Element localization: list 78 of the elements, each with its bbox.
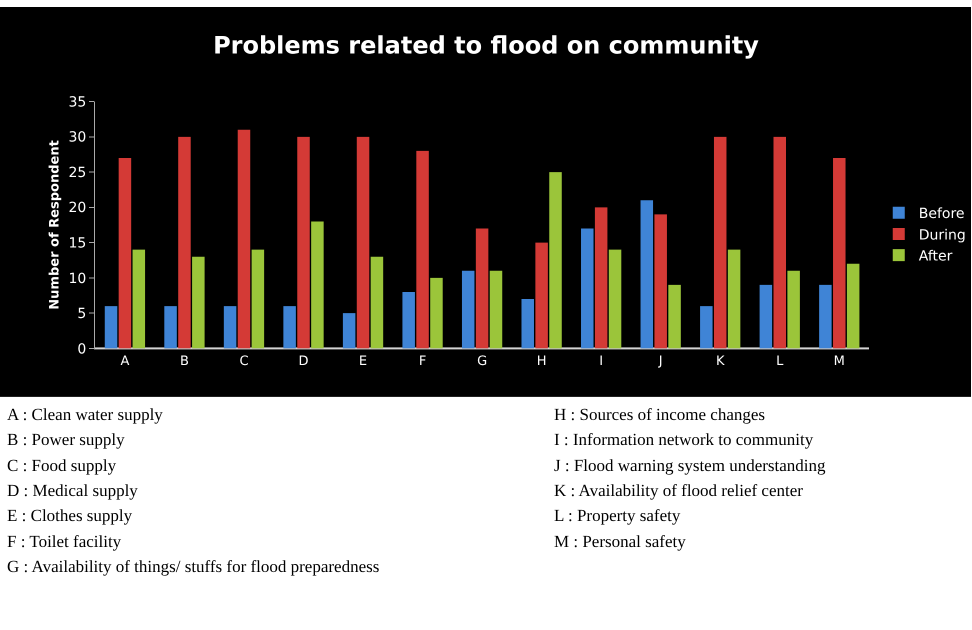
y-tick-label: 30 — [68, 130, 86, 146]
bar — [819, 284, 832, 348]
y-tick-label: 25 — [68, 164, 86, 181]
text: E : Clothes supply — [7, 506, 133, 525]
bar — [594, 207, 608, 348]
legend-label: During — [918, 227, 966, 244]
text: L : Property safety — [554, 506, 681, 525]
y-tick-label: 0 — [77, 341, 86, 358]
bar — [640, 200, 654, 348]
bar — [654, 214, 667, 348]
bar — [370, 256, 384, 348]
x-tick-label: M — [834, 354, 845, 369]
text: K : Availability of flood relief center — [554, 481, 804, 500]
text: F : Toilet facility — [7, 532, 122, 551]
bar — [104, 306, 118, 348]
bar — [342, 313, 356, 348]
x-tick-label: F — [418, 354, 426, 369]
x-tick-label: D — [298, 354, 309, 369]
bar — [311, 221, 324, 348]
bar — [846, 264, 860, 348]
bar — [608, 250, 622, 348]
x-tick-label: K — [716, 354, 725, 369]
bar — [476, 228, 488, 348]
bar — [714, 136, 726, 348]
x-tick-label: H — [536, 354, 547, 369]
bar — [833, 158, 846, 348]
bar — [581, 228, 594, 348]
bar — [521, 299, 534, 348]
x-tick-label: J — [658, 354, 663, 369]
bar — [462, 270, 474, 348]
bar — [490, 270, 502, 348]
bar — [402, 292, 415, 348]
bar — [178, 136, 191, 348]
bar — [356, 136, 370, 348]
bar — [549, 172, 562, 348]
y-axis-title: Number of Respondent — [47, 140, 62, 310]
y-tick-label: 5 — [77, 306, 86, 322]
text: I : Information network to community — [554, 430, 814, 449]
bar — [297, 136, 310, 348]
x-tick-label: L — [776, 354, 784, 369]
bar — [760, 284, 772, 348]
text: C : Food supply — [7, 456, 117, 475]
x-tick-label: C — [239, 354, 249, 369]
x-tick-label: E — [358, 354, 368, 369]
bar — [283, 306, 296, 348]
bar — [668, 284, 681, 348]
y-tick-label: 15 — [68, 235, 86, 252]
bar — [774, 136, 786, 348]
chart-title: Problems related to flood on community — [213, 31, 760, 60]
legend-label: After — [918, 248, 953, 265]
bar — [224, 306, 236, 348]
text: G : Availability of things/ stuffs for flood preparedness — [7, 557, 380, 576]
bar — [192, 256, 205, 348]
bar — [728, 250, 740, 348]
x-tick-label: G — [477, 354, 488, 369]
bar — [238, 130, 250, 348]
text: D : Medical supply — [7, 481, 138, 500]
bar — [787, 270, 800, 348]
bar — [252, 250, 264, 348]
bar — [416, 150, 429, 348]
x-tick-label: A — [120, 354, 130, 369]
text: M : Personal safety — [554, 532, 686, 551]
y-tick-label: 35 — [68, 94, 86, 110]
text: A : Clean water supply — [7, 405, 164, 424]
text: H : Sources of income changes — [554, 405, 766, 424]
text: J : Flood warning system understanding — [554, 456, 826, 475]
bar — [535, 242, 548, 348]
text: B : Power supply — [7, 430, 126, 449]
legend-label: Before — [918, 206, 965, 222]
bar — [118, 158, 132, 348]
bar — [132, 250, 146, 348]
y-tick-label: 20 — [68, 200, 86, 216]
x-tick-label: B — [180, 354, 189, 369]
bar — [164, 306, 177, 348]
y-tick-label: 10 — [68, 270, 86, 287]
bar — [430, 278, 443, 348]
bar — [700, 306, 713, 348]
x-tick-label: I — [599, 354, 604, 369]
